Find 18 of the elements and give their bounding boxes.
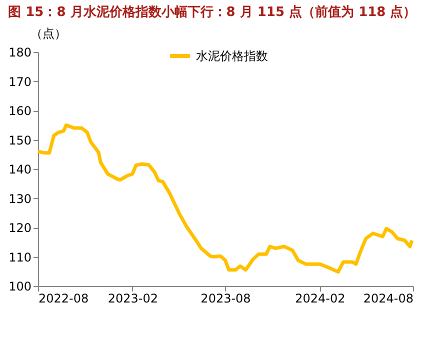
y-tick-label: 180 bbox=[8, 46, 32, 60]
x-tick-label: 2024-08 bbox=[363, 292, 414, 306]
line-series bbox=[36, 123, 414, 274]
y-tick-label: 160 bbox=[8, 104, 32, 118]
y-tick-label: 100 bbox=[8, 280, 32, 294]
chart-title: 图 15：8 月水泥价格指数小幅下行：8 月 115 点（前值为 118 点） bbox=[8, 4, 416, 20]
legend-label: 水泥价格指数 bbox=[196, 49, 268, 63]
y-tick-label: 110 bbox=[8, 250, 32, 264]
x-tick-label: 2023-08 bbox=[200, 292, 251, 306]
y-tick-label: 170 bbox=[8, 74, 32, 89]
y-tick-label: 130 bbox=[8, 192, 32, 206]
y-axis-title: （点） bbox=[30, 26, 66, 40]
y-tick-label: 120 bbox=[8, 221, 32, 235]
y-tick-label: 140 bbox=[8, 162, 32, 176]
x-tick-label: 2023-02 bbox=[108, 292, 158, 306]
x-tick-label: 2024-02 bbox=[295, 292, 346, 306]
x-tick-label: 2022-08 bbox=[38, 292, 89, 306]
y-tick-label: 150 bbox=[8, 133, 32, 148]
